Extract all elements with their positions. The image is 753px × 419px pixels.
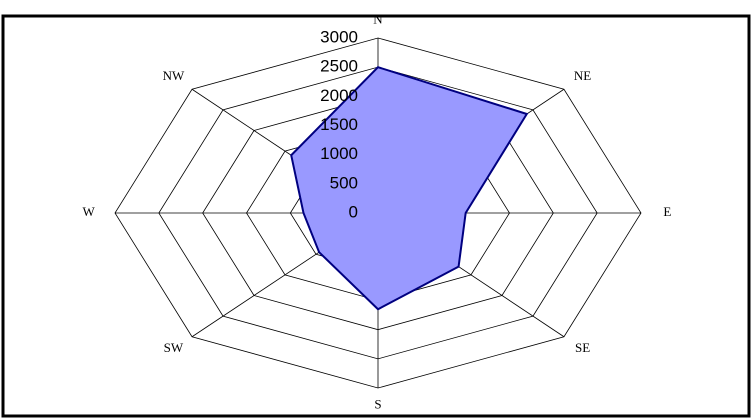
category-label: SE: [575, 340, 590, 355]
category-label: W: [83, 204, 96, 219]
y-tick-label: 1000: [320, 144, 358, 163]
y-tick-label: 1500: [320, 115, 358, 134]
y-tick-label: 500: [330, 173, 358, 192]
category-label: S: [374, 396, 381, 411]
category-label: NE: [574, 68, 591, 83]
y-tick-label: 3000: [320, 27, 358, 46]
radar-area: [290, 66, 529, 311]
y-tick-label: 2500: [320, 57, 358, 76]
y-tick-label: 2000: [320, 86, 358, 105]
category-label: N: [373, 11, 383, 26]
category-label: E: [663, 204, 671, 219]
category-label: NW: [163, 68, 185, 83]
category-label: SW: [164, 340, 184, 355]
y-tick-label: 0: [349, 202, 358, 221]
